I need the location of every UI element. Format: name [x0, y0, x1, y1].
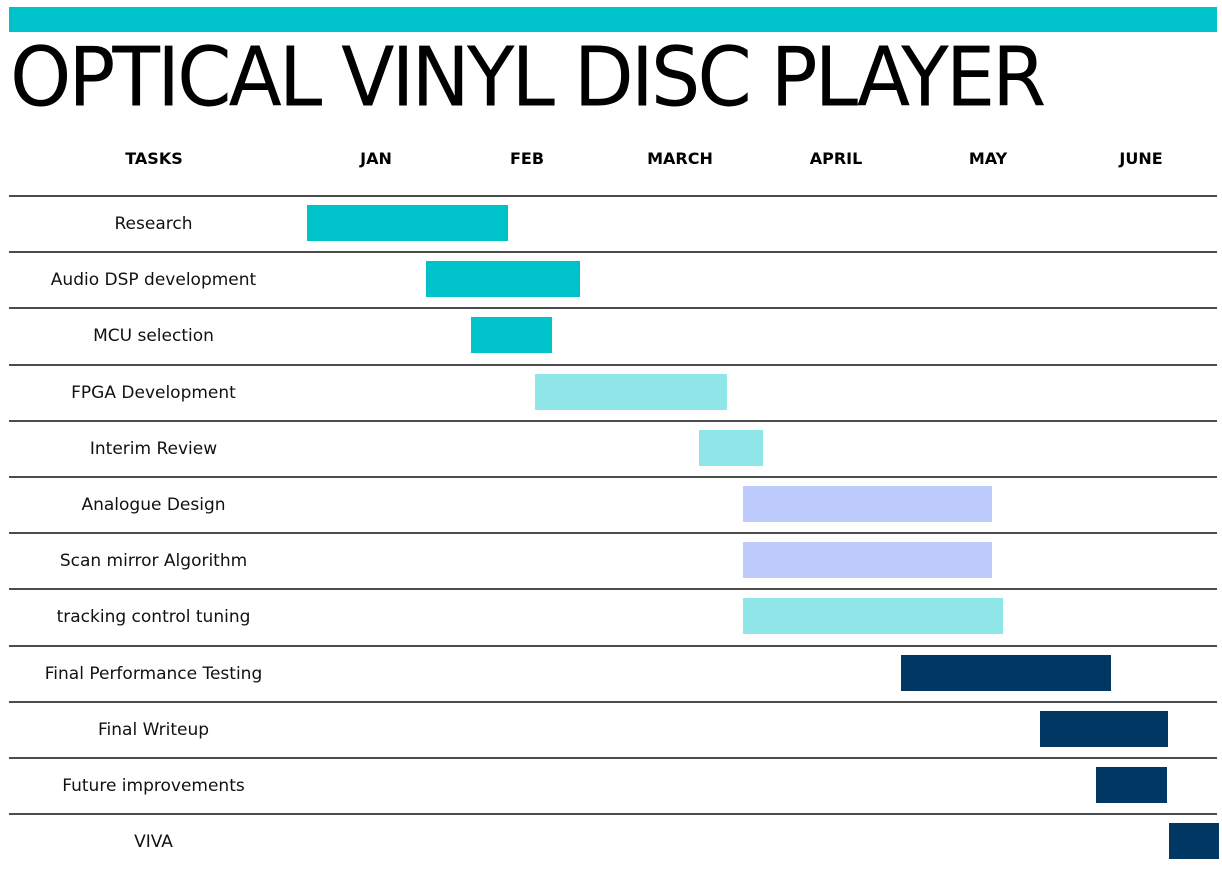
task-bar: [901, 655, 1111, 691]
title-accent-bar: [9, 7, 1217, 32]
row-divider: [9, 645, 1217, 647]
task-bar: [1040, 711, 1168, 747]
header-tasks: TASKS: [125, 149, 183, 168]
header-month-jan: JAN: [360, 149, 392, 168]
row-divider: [9, 195, 1217, 197]
task-label: Final Performance Testing: [44, 664, 263, 684]
row-divider: [9, 307, 1217, 309]
header-month-april: APRIL: [809, 149, 863, 168]
row-divider: [9, 588, 1217, 590]
header-month-may: MAY: [968, 149, 1008, 168]
row-divider: [9, 476, 1217, 478]
task-label: MCU selection: [93, 326, 214, 346]
task-label: Scan mirror Algorithm: [59, 551, 248, 571]
row-divider: [9, 813, 1217, 815]
task-bar: [743, 542, 992, 578]
task-label: Research: [114, 214, 193, 234]
task-label: Audio DSP development: [50, 270, 257, 290]
row-divider: [9, 757, 1217, 759]
task-label: Interim Review: [89, 439, 218, 459]
task-bar: [471, 317, 552, 353]
page-title: OPTICAL VINYL DISC PLAYER: [10, 31, 1046, 126]
header-month-june: JUNE: [1119, 149, 1163, 168]
header-month-march: MARCH: [647, 149, 713, 168]
task-label: VIVA: [134, 832, 173, 852]
row-divider: [9, 420, 1217, 422]
task-bar: [535, 374, 727, 410]
task-bar: [743, 486, 992, 522]
task-bar: [307, 205, 508, 241]
row-divider: [9, 364, 1217, 366]
task-label: Future improvements: [62, 776, 245, 796]
task-bar: [743, 598, 1003, 634]
task-bar: [1169, 823, 1219, 859]
task-bar: [426, 261, 580, 297]
header-month-feb: FEB: [509, 149, 545, 168]
task-label: tracking control tuning: [56, 607, 251, 627]
row-divider: [9, 251, 1217, 253]
row-divider: [9, 532, 1217, 534]
row-divider: [9, 701, 1217, 703]
task-label: FPGA Development: [71, 383, 236, 403]
task-bar: [1096, 767, 1167, 803]
task-label: Final Writeup: [97, 720, 210, 740]
task-bar: [699, 430, 763, 466]
task-label: Analogue Design: [81, 495, 226, 515]
